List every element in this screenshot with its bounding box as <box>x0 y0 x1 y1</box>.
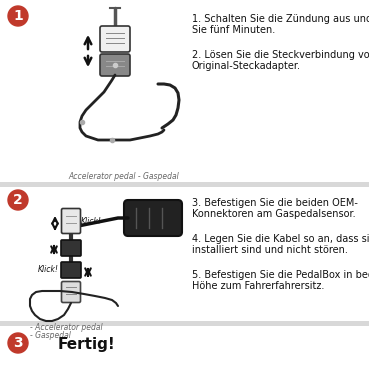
FancyBboxPatch shape <box>62 208 80 234</box>
Circle shape <box>8 6 28 26</box>
Text: - Gaspedal: - Gaspedal <box>30 331 71 340</box>
FancyBboxPatch shape <box>61 240 81 256</box>
Bar <box>0 322 369 369</box>
Text: Höhe zum Fahrerfahrersitz.: Höhe zum Fahrerfahrersitz. <box>192 281 324 291</box>
Text: installiert sind und nicht stören.: installiert sind und nicht stören. <box>192 245 348 255</box>
Circle shape <box>8 333 28 353</box>
Text: Fertig!: Fertig! <box>58 338 116 352</box>
Bar <box>0 321 369 326</box>
FancyBboxPatch shape <box>62 282 80 303</box>
Text: Konnektoren am Gaspedalsensor.: Konnektoren am Gaspedalsensor. <box>192 209 356 219</box>
Text: 2. Lösen Sie die Steckverbindung vom: 2. Lösen Sie die Steckverbindung vom <box>192 50 369 60</box>
Text: 3. Befestigen Sie die beiden OEM-: 3. Befestigen Sie die beiden OEM- <box>192 198 358 208</box>
FancyBboxPatch shape <box>61 262 81 278</box>
Text: 3: 3 <box>13 336 23 350</box>
Text: 1: 1 <box>13 9 23 23</box>
Text: Sie fünf Minuten.: Sie fünf Minuten. <box>192 25 275 35</box>
Text: 1. Schalten Sie die Zündung aus und warten: 1. Schalten Sie die Zündung aus und wart… <box>192 14 369 24</box>
Text: Klick!: Klick! <box>81 217 102 225</box>
Text: 2: 2 <box>13 193 23 207</box>
FancyBboxPatch shape <box>100 26 130 52</box>
FancyBboxPatch shape <box>100 54 130 76</box>
FancyBboxPatch shape <box>124 200 182 236</box>
Bar <box>0 182 369 187</box>
Text: 5. Befestigen Sie die PedalBox in bequemer: 5. Befestigen Sie die PedalBox in bequem… <box>192 270 369 280</box>
Text: Original-Steckadapter.: Original-Steckadapter. <box>192 61 301 71</box>
Text: Klick!: Klick! <box>38 266 59 275</box>
Circle shape <box>8 190 28 210</box>
Bar <box>0 0 369 183</box>
Text: Accelerator pedal - Gaspedal: Accelerator pedal - Gaspedal <box>68 172 179 181</box>
Text: 4. Legen Sie die Kabel so an, dass sie fest: 4. Legen Sie die Kabel so an, dass sie f… <box>192 234 369 244</box>
Bar <box>0 183 369 322</box>
Text: - Accelerator pedal: - Accelerator pedal <box>30 323 103 332</box>
